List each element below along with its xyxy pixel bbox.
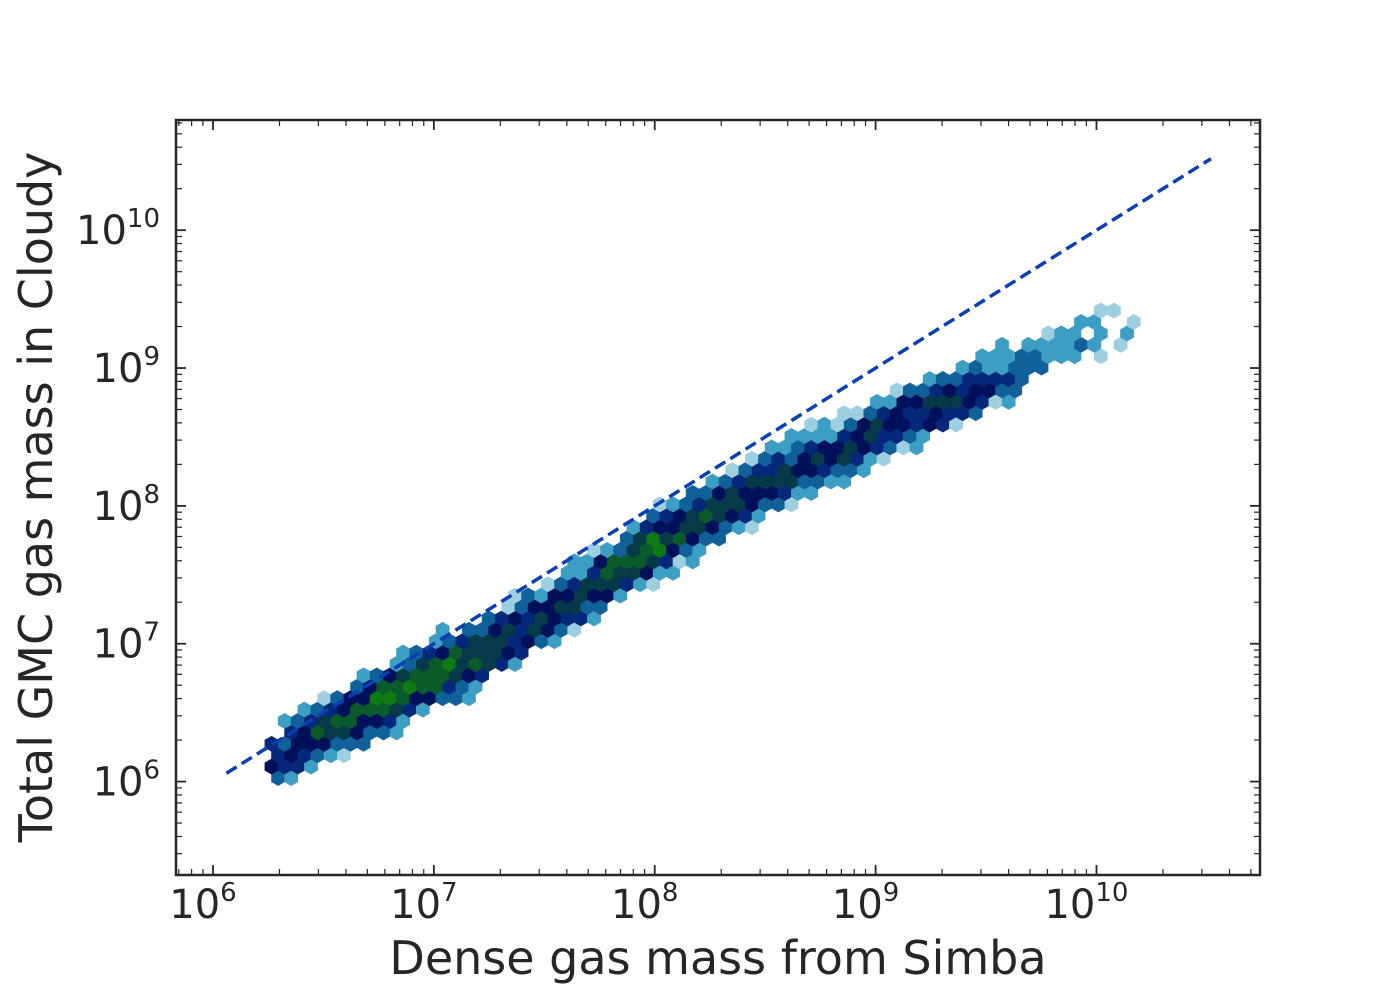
y-tick-base: 10 (93, 760, 144, 806)
x-tick-base: 10 (611, 882, 662, 928)
y-tick-exp: 10 (127, 204, 160, 234)
hex-cell (1107, 302, 1121, 319)
y-tick-label: 109 (93, 342, 160, 392)
x-tick-label: 108 (611, 878, 678, 928)
x-tick-label: 107 (390, 878, 457, 928)
y-tick-label: 106 (93, 756, 160, 806)
x-tick-exp: 6 (220, 878, 237, 908)
x-axis-title: Dense gas mass from Simba (389, 931, 1046, 985)
y-tick-base: 10 (93, 484, 144, 530)
x-tick-base: 10 (390, 882, 441, 928)
x-tick-base: 10 (1044, 882, 1095, 928)
y-axis-title: Total GMC gas mass in Cloudy (9, 152, 63, 844)
y-tick-base: 10 (93, 346, 144, 392)
y-tick-label: 1010 (76, 204, 160, 254)
hex-cell (995, 336, 1009, 353)
x-tick-label: 109 (832, 878, 899, 928)
x-tick-base: 10 (832, 882, 883, 928)
y-tick-exp: 6 (143, 756, 160, 786)
x-tick-base: 10 (169, 882, 220, 928)
y-tick-exp: 9 (143, 342, 160, 372)
x-tick-labels: 106 107 108 109 1010 (169, 878, 1128, 928)
y-tick-exp: 8 (143, 480, 160, 510)
x-tick-label: 106 (169, 878, 236, 928)
y-tick-base: 10 (93, 622, 144, 668)
x-tick-exp: 7 (441, 878, 458, 908)
hexbin-cells (264, 302, 1141, 786)
y-tick-label: 108 (93, 480, 160, 530)
x-tick-exp: 8 (662, 878, 679, 908)
y-tick-base: 10 (76, 208, 127, 254)
plot-frame (174, 118, 1262, 877)
reference-line (225, 157, 1212, 775)
major-ticks (176, 120, 1260, 875)
y-tick-exp: 7 (143, 618, 160, 648)
x-tick-exp: 9 (883, 878, 900, 908)
x-tick-label: 1010 (1044, 878, 1128, 928)
y-tick-label: 107 (93, 618, 160, 668)
hex-cell (1126, 314, 1141, 330)
x-tick-exp: 10 (1095, 878, 1128, 908)
